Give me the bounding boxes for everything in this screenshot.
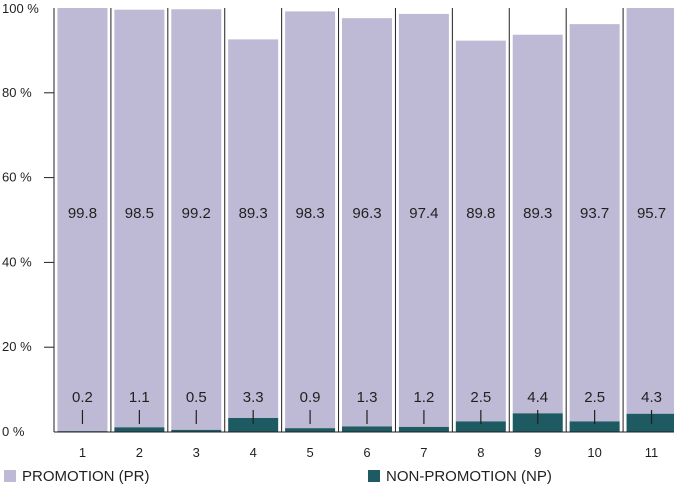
- data-label-non-promotion: 2.5: [470, 389, 491, 406]
- data-label-non-promotion: 3.3: [243, 389, 264, 406]
- data-label-promotion: 89.3: [239, 205, 268, 222]
- legend-swatch-non-promotion: [368, 470, 380, 482]
- y-tick-label: 20 %: [2, 339, 32, 354]
- bar-non-promotion-10: [569, 421, 620, 432]
- legend-swatch-promotion: [4, 470, 16, 482]
- bar-promotion-4: [228, 39, 279, 419]
- data-label-non-promotion: 1.2: [413, 389, 434, 406]
- data-label-non-promotion: 0.5: [186, 389, 207, 406]
- bar-non-promotion-5: [285, 428, 336, 432]
- data-label-promotion: 97.4: [409, 205, 438, 222]
- legend-label-non-promotion: NON-PROMOTION (NP): [386, 467, 552, 485]
- x-tick-label: 1: [79, 445, 86, 460]
- data-label-promotion: 89.3: [523, 205, 552, 222]
- bar-promotion-9: [512, 34, 563, 414]
- bar-non-promotion-2: [114, 427, 165, 432]
- bar-non-promotion-3: [171, 429, 222, 432]
- data-label-non-promotion: 2.5: [584, 389, 605, 406]
- data-label-non-promotion: 4.4: [527, 389, 548, 406]
- x-tick-label: 11: [645, 445, 659, 460]
- legend-label-promotion: PROMOTION (PR): [22, 467, 150, 485]
- bar-non-promotion-11: [626, 413, 674, 432]
- y-tick-label: 40 %: [2, 254, 32, 269]
- data-label-promotion: 95.7: [637, 205, 666, 222]
- bar-non-promotion-7: [398, 426, 449, 432]
- bar-promotion-7: [398, 13, 449, 427]
- x-tick-label: 10: [587, 445, 601, 460]
- bar-promotion-1: [57, 8, 108, 432]
- x-tick-label: 4: [250, 445, 257, 460]
- legend-item-non-promotion: NON-PROMOTION (NP): [368, 467, 552, 485]
- data-label-non-promotion: 0.9: [300, 389, 321, 406]
- x-tick-label: 5: [306, 445, 313, 460]
- data-label-promotion: 93.7: [580, 205, 609, 222]
- bar-promotion-5: [285, 11, 336, 429]
- data-label-promotion: 99.2: [182, 205, 211, 222]
- data-label-promotion: 98.3: [295, 205, 324, 222]
- y-tick-label: 80 %: [2, 85, 32, 100]
- data-label-promotion: 99.8: [68, 205, 97, 222]
- y-tick-label: 100 %: [2, 1, 39, 16]
- data-label-non-promotion: 4.3: [641, 389, 662, 406]
- bar-promotion-11: [626, 8, 674, 414]
- bar-promotion-2: [114, 9, 165, 428]
- x-tick-label: 8: [477, 445, 484, 460]
- data-label-promotion: 96.3: [352, 205, 381, 222]
- x-tick-label: 3: [193, 445, 200, 460]
- bar-non-promotion-4: [228, 418, 279, 432]
- bar-promotion-3: [171, 9, 222, 430]
- y-tick-label: 60 %: [2, 170, 32, 185]
- data-label-promotion: 98.5: [125, 205, 154, 222]
- y-tick-label: 0 %: [2, 424, 25, 439]
- data-label-non-promotion: 1.3: [357, 389, 378, 406]
- bar-promotion-6: [342, 18, 392, 427]
- data-label-non-promotion: 1.1: [129, 389, 150, 406]
- x-tick-label: 7: [420, 445, 427, 460]
- bar-promotion-10: [569, 24, 620, 422]
- x-tick-label: 9: [534, 445, 541, 460]
- bar-non-promotion-6: [342, 426, 392, 432]
- x-tick-label: 2: [136, 445, 143, 460]
- x-tick-label: 6: [363, 445, 370, 460]
- legend-item-promotion: PROMOTION (PR): [4, 467, 150, 485]
- bar-promotion-8: [455, 40, 506, 422]
- bar-non-promotion-8: [455, 421, 506, 432]
- data-label-non-promotion: 0.2: [72, 389, 93, 406]
- data-label-promotion: 89.8: [466, 205, 495, 222]
